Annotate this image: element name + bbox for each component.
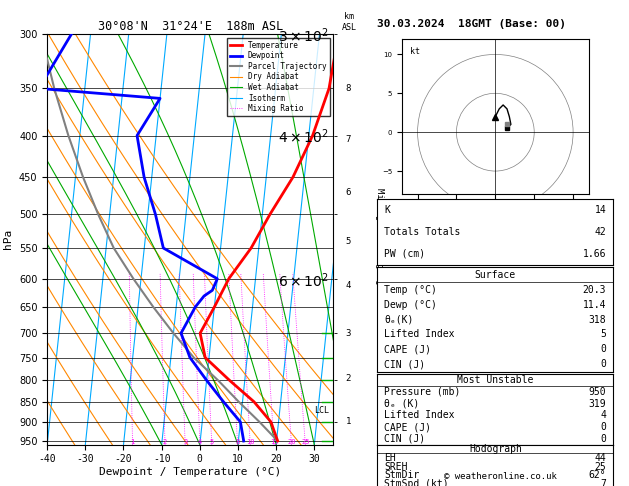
Text: 7: 7 <box>346 136 351 144</box>
Text: 44: 44 <box>594 453 606 463</box>
Text: 62°: 62° <box>589 470 606 480</box>
Text: 42: 42 <box>594 227 606 237</box>
Text: 5: 5 <box>209 439 214 445</box>
Text: 3: 3 <box>346 329 351 338</box>
Text: 0: 0 <box>600 434 606 444</box>
Text: 4: 4 <box>346 281 351 290</box>
Text: 0: 0 <box>600 422 606 432</box>
Text: EH: EH <box>384 453 396 463</box>
Text: © weatheronline.co.uk: © weatheronline.co.uk <box>443 472 557 481</box>
Text: CIN (J): CIN (J) <box>384 359 426 369</box>
Text: 30.03.2024  18GMT (Base: 00): 30.03.2024 18GMT (Base: 00) <box>377 19 566 30</box>
Text: LCL: LCL <box>314 406 330 415</box>
Text: 25: 25 <box>594 462 606 471</box>
X-axis label: Dewpoint / Temperature (°C): Dewpoint / Temperature (°C) <box>99 467 281 477</box>
Text: 10: 10 <box>246 439 255 445</box>
Text: CIN (J): CIN (J) <box>384 434 426 444</box>
Text: Dewp (°C): Dewp (°C) <box>384 299 437 310</box>
Text: 2: 2 <box>346 374 351 382</box>
Text: 5: 5 <box>600 330 606 340</box>
Text: km
ASL: km ASL <box>342 12 357 32</box>
Text: Surface: Surface <box>475 270 516 280</box>
Text: Pressure (mb): Pressure (mb) <box>384 387 461 397</box>
Text: 7: 7 <box>600 479 606 486</box>
Text: θₑ (K): θₑ (K) <box>384 399 420 409</box>
Text: 1: 1 <box>346 417 351 426</box>
Text: Lifted Index: Lifted Index <box>384 330 455 340</box>
Title: 30°08'N  31°24'E  188m ASL: 30°08'N 31°24'E 188m ASL <box>97 20 283 33</box>
Text: Mixing Ratio (g/kg): Mixing Ratio (g/kg) <box>375 188 384 291</box>
Text: K: K <box>384 205 391 215</box>
Text: Temp (°C): Temp (°C) <box>384 285 437 295</box>
Text: PW (cm): PW (cm) <box>384 249 426 259</box>
Text: 0: 0 <box>600 359 606 369</box>
Text: 4: 4 <box>600 410 606 420</box>
Text: 11.4: 11.4 <box>582 299 606 310</box>
Text: 2: 2 <box>163 439 167 445</box>
Text: 8: 8 <box>346 84 351 93</box>
Text: Hodograph: Hodograph <box>469 444 522 454</box>
Y-axis label: hPa: hPa <box>3 229 13 249</box>
Text: 950: 950 <box>589 387 606 397</box>
Text: 25: 25 <box>301 439 309 445</box>
Text: StmSpd (kt): StmSpd (kt) <box>384 479 449 486</box>
Text: CAPE (J): CAPE (J) <box>384 422 431 432</box>
Text: Lifted Index: Lifted Index <box>384 410 455 420</box>
Text: 3: 3 <box>183 439 187 445</box>
Text: 4: 4 <box>198 439 202 445</box>
Text: 5: 5 <box>346 237 351 246</box>
Text: SREH: SREH <box>384 462 408 471</box>
Text: kt: kt <box>410 48 420 56</box>
Text: 20: 20 <box>287 439 296 445</box>
Text: 1: 1 <box>130 439 135 445</box>
Legend: Temperature, Dewpoint, Parcel Trajectory, Dry Adiabat, Wet Adiabat, Isotherm, Mi: Temperature, Dewpoint, Parcel Trajectory… <box>227 38 330 116</box>
Text: 8: 8 <box>235 439 240 445</box>
Text: θₑ(K): θₑ(K) <box>384 314 414 325</box>
Text: CAPE (J): CAPE (J) <box>384 345 431 354</box>
Text: 318: 318 <box>589 314 606 325</box>
Text: 1.66: 1.66 <box>582 249 606 259</box>
Text: 0: 0 <box>600 345 606 354</box>
Text: Totals Totals: Totals Totals <box>384 227 461 237</box>
Text: 15: 15 <box>270 439 279 445</box>
Text: 20.3: 20.3 <box>582 285 606 295</box>
Text: Most Unstable: Most Unstable <box>457 375 533 385</box>
Text: 14: 14 <box>594 205 606 215</box>
Text: 319: 319 <box>589 399 606 409</box>
Text: StmDir: StmDir <box>384 470 420 480</box>
Text: 6: 6 <box>346 188 351 197</box>
